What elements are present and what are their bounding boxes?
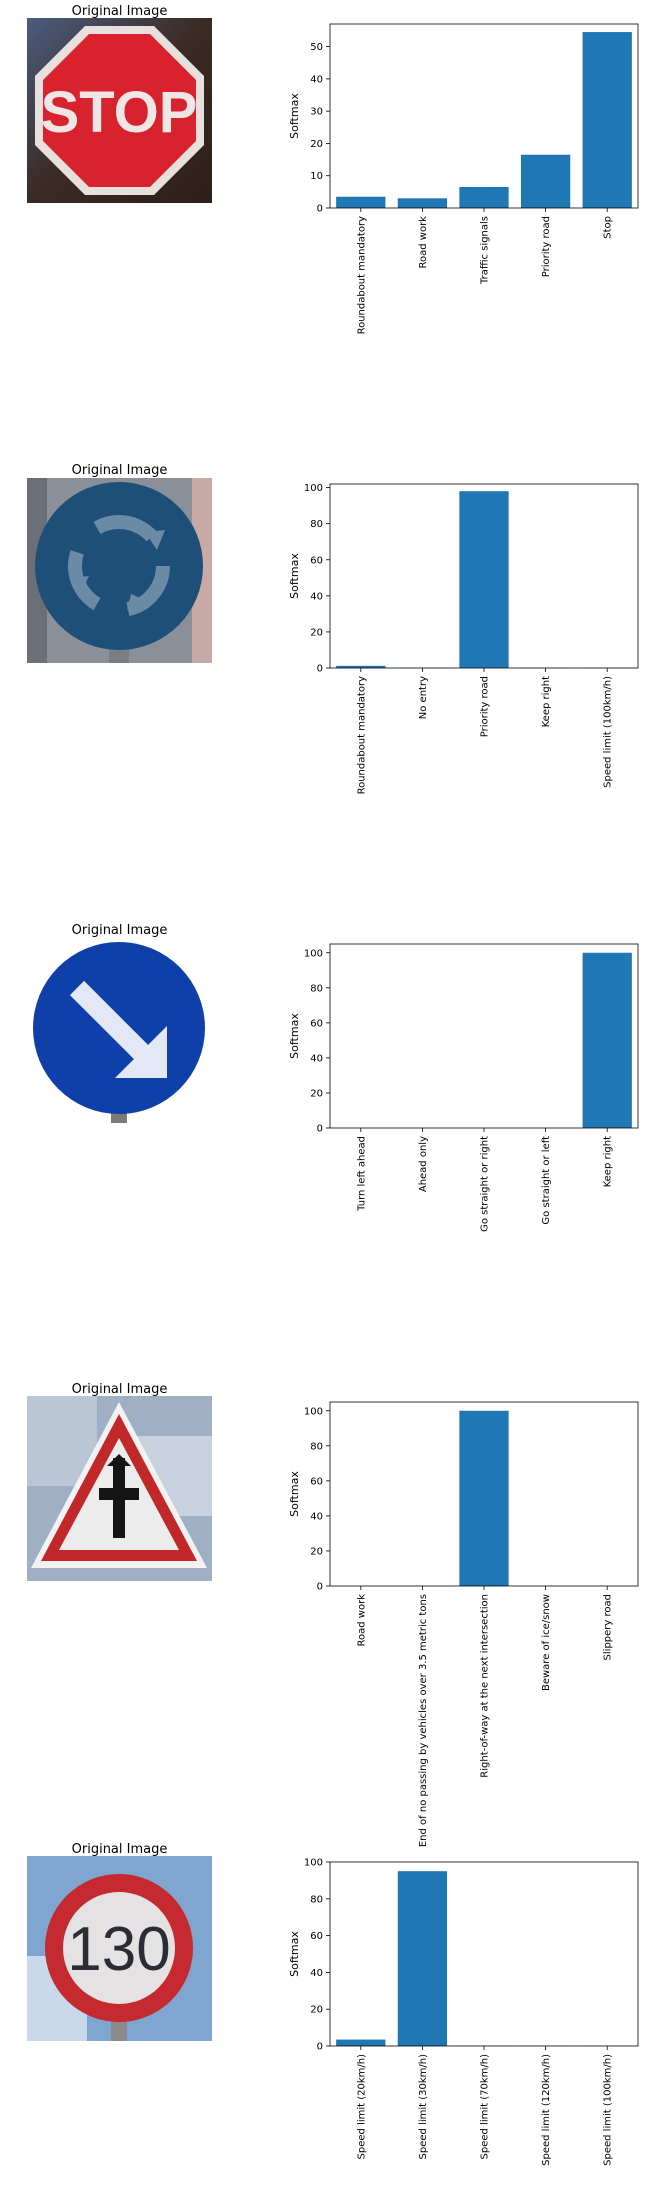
x-tick-label: Speed limit (100km/h) [603,2054,614,2166]
bar [459,187,508,208]
svg-text:STOP: STOP [41,80,198,145]
x-tick-label: Turn left ahead [356,1136,367,1212]
keep-right-sign-icon [27,938,212,1123]
x-tick-label: Speed limit (70km/h) [480,2054,491,2160]
y-tick-label: 20 [310,2005,323,2016]
y-tick-label: 80 [310,1894,323,1905]
y-tick-label: 30 [310,107,323,118]
x-tick-label: Roundabout mandatory [356,676,367,795]
image-title: Original Image [27,4,212,19]
stop-sign-icon: STOP [27,18,212,203]
y-tick-label: 40 [310,1053,323,1064]
x-tick-label: Stop [603,216,614,239]
chart-4: 0 20 40 60 80 100 Road work End of no passing b… [270,1396,649,1856]
bar [459,491,508,668]
x-tick-label: Road work [356,1594,367,1647]
panel-1: Original Image STOP 0 10 20 30 40 50 Roundabou… [0,0,649,458]
bar [521,155,570,208]
x-tick-label: Roundabout mandatory [356,216,367,335]
y-tick-label: 50 [310,42,323,53]
y-axis-label: Softmax [288,1471,301,1517]
bar [459,1411,508,1586]
x-tick-label: Priority road [541,216,552,277]
y-tick-label: 60 [310,1931,323,1942]
sign-text: 130 [67,1915,170,1984]
chart-1: 0 10 20 30 40 50 Roundabout mandatory Road work… [270,18,649,458]
y-axis-label: Softmax [288,1931,301,1977]
bar [583,953,632,1128]
y-tick-label: 0 [317,1124,323,1135]
y-tick-label: 100 [304,483,323,494]
y-tick-label: 0 [317,1582,323,1593]
x-tick-label: Speed limit (120km/h) [541,2054,552,2166]
y-axis-label: Softmax [288,553,301,599]
chart-2: 0 20 40 60 80 100 Roundabout mandatory No entry… [270,478,649,918]
speed-limit-130-sign-icon: 130 [27,1856,212,2041]
y-tick-label: 100 [304,948,323,959]
x-tick-label: Ahead only [418,1136,429,1192]
bar [336,197,385,208]
panel-2: Original Image 0 20 40 60 80 100 Roundabout ma… [0,460,649,918]
y-tick-label: 100 [304,1406,323,1417]
x-tick-label: Go straight or left [541,1136,552,1225]
y-tick-label: 20 [310,1546,323,1557]
y-tick-label: 20 [310,139,323,150]
y-tick-label: 60 [310,555,323,566]
x-tick-label: Right-of-way at the next intersection [480,1594,491,1778]
image-title: Original Image [27,1842,212,1857]
chart-3: 0 20 40 60 80 100 Turn left ahead Ahead only Go … [270,938,649,1378]
bar [398,198,447,208]
x-tick-label: Priority road [480,676,491,737]
image-title: Original Image [27,1382,212,1397]
x-tick-label: No entry [418,676,429,719]
x-tick-label: Keep right [541,676,552,727]
bar [336,2040,385,2046]
y-tick-label: 0 [317,2042,323,2053]
x-tick-label: End of no passing by vehicles over 3.5 m… [418,1594,429,1847]
y-tick-label: 100 [304,1858,323,1869]
y-tick-label: 40 [310,1968,323,1979]
x-tick-label: Speed limit (30km/h) [418,2054,429,2160]
image-title: Original Image [27,923,212,938]
plot-frame [330,1862,638,2046]
x-tick-label: Road work [418,216,429,269]
y-tick-label: 20 [310,1088,323,1099]
y-tick-label: 20 [310,627,323,638]
bar [398,1871,447,2046]
x-tick-label: Speed limit (20km/h) [356,2054,367,2160]
y-tick-label: 40 [310,1511,323,1522]
y-tick-label: 80 [310,983,323,994]
y-tick-label: 0 [317,664,323,675]
chart-5: 0 20 40 60 80 100 Speed limit (20km/h) Speed li… [270,1856,649,2186]
bar [583,32,632,208]
x-tick-label: Go straight or right [480,1136,491,1232]
y-tick-label: 60 [310,1476,323,1487]
x-tick-label: Keep right [603,1136,614,1187]
y-axis-label: Softmax [288,1013,301,1059]
x-tick-label: Speed limit (100km/h) [603,676,614,788]
y-tick-label: 10 [310,171,323,182]
y-tick-label: 40 [310,74,323,85]
panel-3: Original Image 0 20 40 60 80 100 Turn left ahe… [0,920,649,1378]
x-tick-label: Beware of ice/snow [541,1594,552,1691]
y-tick-label: 80 [310,1441,323,1452]
y-tick-label: 0 [317,204,323,215]
roundabout-sign-icon [27,478,212,663]
x-tick-label: Slippery road [603,1594,614,1660]
right-of-way-sign-icon [27,1396,212,1581]
image-title: Original Image [27,463,212,478]
panel-5: Original Image 130 0 20 40 60 80 100 Speed lim… [0,1838,649,2165]
y-tick-label: 80 [310,519,323,530]
x-tick-label: Traffic signals [480,216,491,285]
y-tick-label: 60 [310,1018,323,1029]
y-tick-label: 40 [310,591,323,602]
y-axis-label: Softmax [288,93,301,139]
